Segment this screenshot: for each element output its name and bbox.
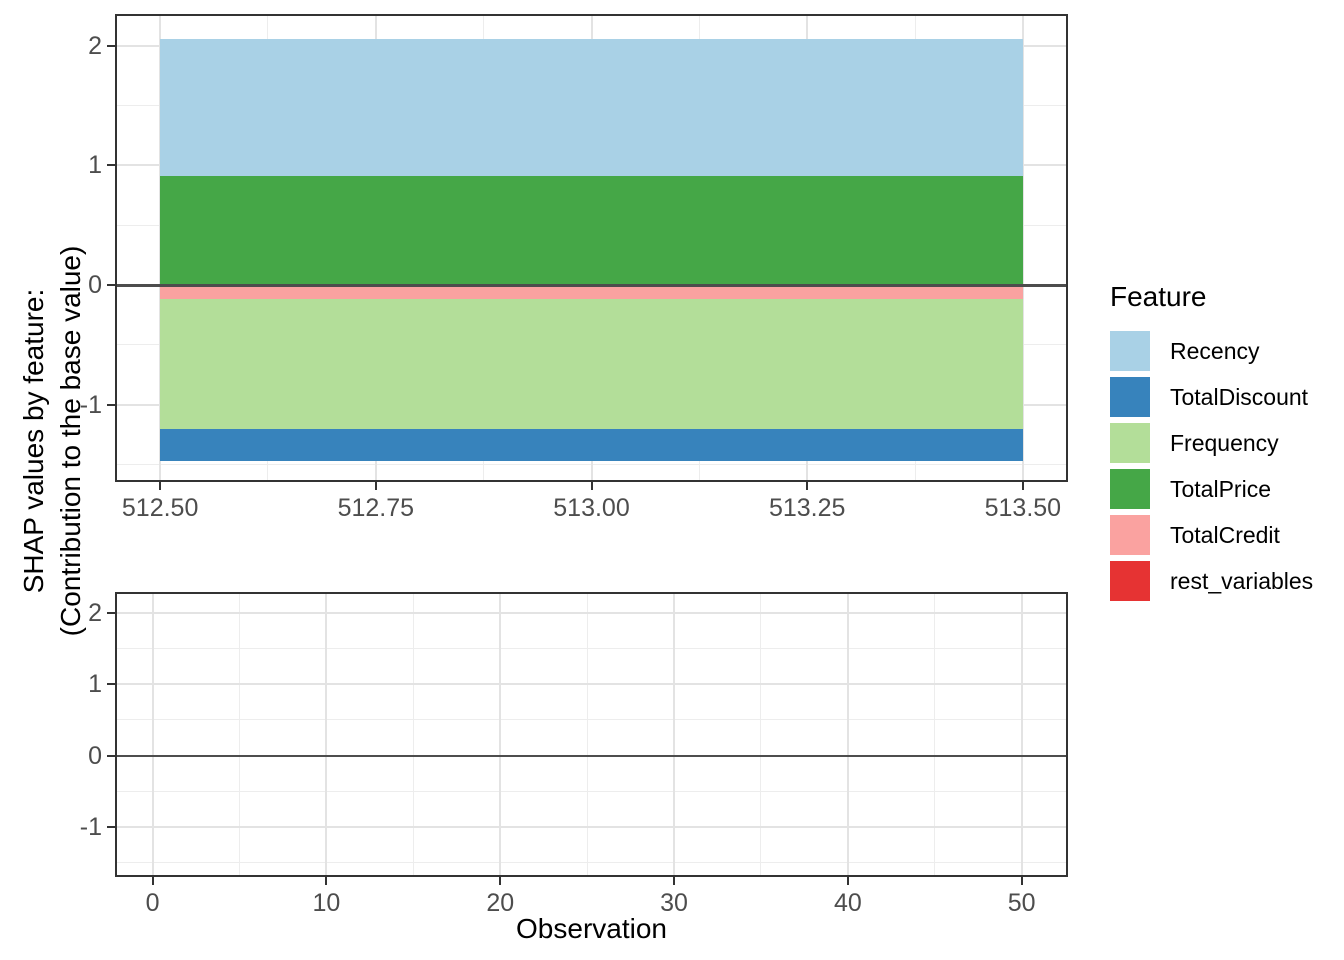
legend-swatch-totalprice	[1110, 469, 1150, 509]
legend-swatch-totalcredit	[1110, 515, 1150, 555]
x-tick-mark	[806, 482, 809, 490]
y-axis-title-line2: (Contribution to the base value)	[55, 245, 86, 637]
y-tick-mark	[107, 611, 115, 614]
gridline-minor-vertical	[934, 594, 936, 875]
legend-item-frequency: Frequency	[1110, 423, 1313, 463]
legend-item-totalcredit: TotalCredit	[1110, 515, 1313, 555]
y-tick-mark	[107, 826, 115, 829]
y-axis-title: SHAP values by feature: (Contribution to…	[15, 246, 89, 637]
legend-item-totalprice: TotalPrice	[1110, 469, 1313, 509]
y-tick-mark	[107, 164, 115, 167]
gridline-major-vertical	[151, 594, 154, 875]
zero-line	[117, 284, 1066, 287]
gridline-major-vertical	[846, 594, 849, 875]
gridline-major-vertical	[499, 594, 502, 875]
gridline-minor-horizontal	[117, 647, 1066, 649]
x-tick-mark	[374, 482, 377, 490]
gridline-major-horizontal	[117, 683, 1066, 686]
gridline-major-vertical	[1020, 594, 1023, 875]
x-tick-mark	[673, 877, 676, 885]
legend-item-label: TotalPrice	[1170, 475, 1271, 502]
shap-band-totalcredit	[160, 285, 1023, 300]
legend-title: Feature	[1110, 281, 1207, 312]
x-tick-mark	[846, 877, 849, 885]
shap-band-recency	[160, 38, 1023, 177]
x-tick-mark	[325, 877, 328, 885]
legend-item-label: rest_variables	[1170, 567, 1314, 594]
y-tick-label: 1	[88, 670, 102, 699]
bottom-panel	[115, 592, 1068, 877]
gridline-major-horizontal	[117, 611, 1066, 614]
x-axis-title: Observation	[516, 913, 667, 944]
legend-item-rest_variables: rest_variables	[1110, 561, 1313, 601]
y-tick-label: 1	[88, 151, 102, 180]
y-tick-label: 2	[88, 31, 102, 60]
y-tick-label: -1	[79, 813, 102, 842]
y-tick-mark	[107, 44, 115, 47]
x-tick-mark	[590, 482, 593, 490]
shap-band-totaldiscount	[160, 428, 1023, 461]
gridline-major-vertical	[325, 594, 328, 875]
x-tick-label: 513.25	[768, 494, 846, 522]
y-axis-title-line1: SHAP values by feature:	[18, 288, 49, 594]
x-tick-mark	[151, 877, 154, 885]
gridline-major-vertical	[673, 594, 676, 875]
x-tick-label: 512.75	[337, 494, 415, 522]
x-tick-mark	[1020, 877, 1023, 885]
legend: Feature Recency TotalDiscount Frequency Tot…	[1110, 281, 1313, 607]
x-tick-label: 513.50	[984, 494, 1062, 522]
shap-band-frequency	[160, 299, 1023, 429]
gridline-minor-horizontal	[117, 790, 1066, 792]
zero-line	[117, 754, 1066, 758]
x-tick-mark	[159, 482, 162, 490]
legend-item-recency: Recency	[1110, 331, 1313, 371]
legend-item-label: TotalDiscount	[1170, 383, 1309, 410]
legend-item-label: Frequency	[1170, 429, 1279, 456]
legend-swatch-totaldiscount	[1110, 377, 1150, 417]
top-panel	[115, 14, 1068, 482]
gridline-minor-vertical	[412, 594, 414, 875]
legend-swatch-rest_variables	[1110, 561, 1150, 601]
x-tick-label: 512.50	[121, 494, 199, 522]
gridline-minor-horizontal	[117, 862, 1066, 864]
y-tick-mark	[107, 403, 115, 406]
shap-band-totalprice	[160, 176, 1023, 286]
y-tick-mark	[107, 284, 115, 287]
legend-item-totaldiscount: TotalDiscount	[1110, 377, 1313, 417]
legend-item-label: TotalCredit	[1170, 521, 1280, 548]
x-tick-mark	[1021, 482, 1024, 490]
x-tick-mark	[499, 877, 502, 885]
gridline-minor-horizontal	[117, 719, 1066, 721]
y-tick-mark	[107, 754, 115, 757]
y-tick-label: 0	[88, 741, 102, 770]
gridline-major-vertical	[1021, 16, 1024, 480]
x-tick-label: 513.00	[553, 494, 630, 522]
legend-swatch-frequency	[1110, 423, 1150, 463]
legend-items: Recency TotalDiscount Frequency TotalPrice T…	[1110, 331, 1313, 601]
gridline-major-horizontal	[117, 826, 1066, 829]
legend-swatch-recency	[1110, 331, 1150, 371]
gridline-minor-vertical	[586, 594, 588, 875]
gridline-minor-vertical	[760, 594, 762, 875]
legend-item-label: Recency	[1170, 337, 1260, 364]
y-tick-mark	[107, 683, 115, 686]
gridline-minor-vertical	[239, 594, 241, 875]
